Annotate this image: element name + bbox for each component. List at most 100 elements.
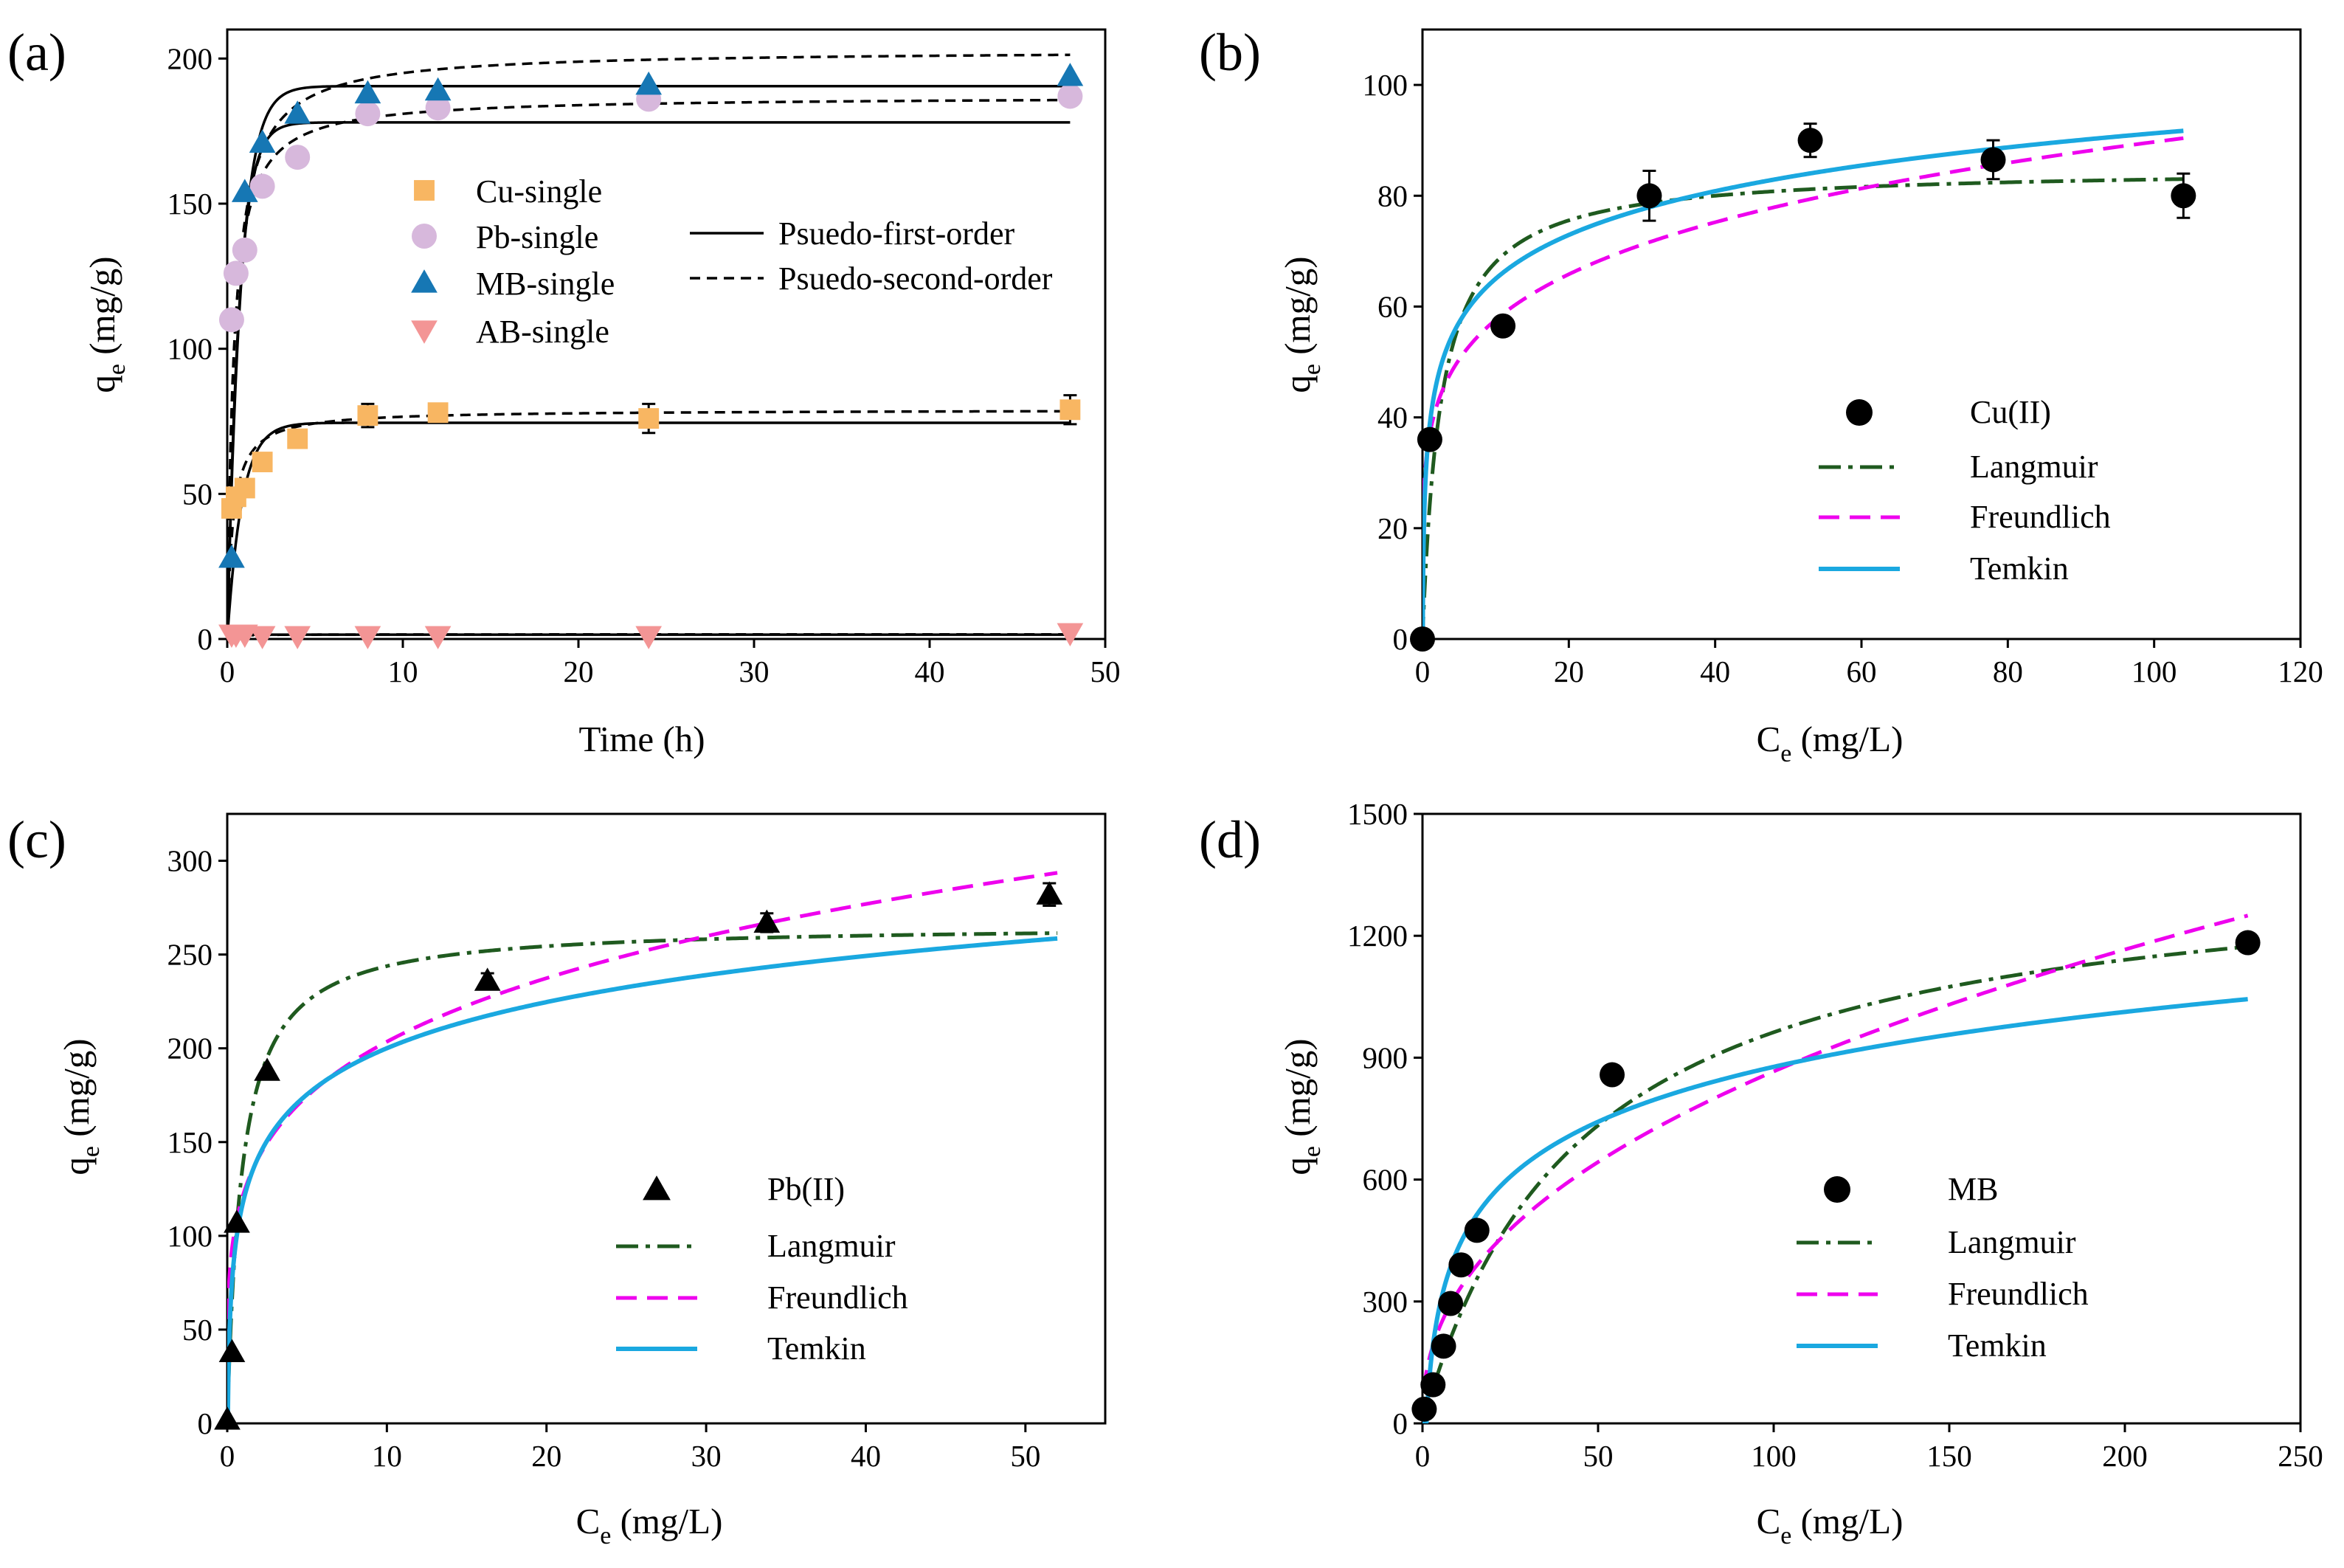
x-axis-label: Ce (mg/L) bbox=[576, 1501, 723, 1550]
x-axis-label-main: C bbox=[576, 1501, 601, 1541]
y-tick-label: 1200 bbox=[1347, 919, 1408, 953]
data-point-cu-single bbox=[638, 408, 660, 429]
x-tick-label: 250 bbox=[2278, 1439, 2323, 1473]
y-tick-label: 20 bbox=[1377, 511, 1408, 545]
temkin-fit-line bbox=[1422, 997, 2248, 1423]
data-point-cu-single bbox=[234, 477, 255, 499]
freundlich-fit-line bbox=[1422, 913, 2249, 1422]
legend-label: Psuedo-first-order bbox=[778, 215, 1014, 252]
legend-label: Langmuir bbox=[1970, 449, 2098, 485]
pfo-fit-line bbox=[227, 421, 1071, 639]
data-point-cu-ii- bbox=[1797, 128, 1823, 153]
x-tick-label: 100 bbox=[1751, 1439, 1797, 1473]
x-tick-label: 100 bbox=[2132, 655, 2177, 688]
x-tick-label: 50 bbox=[1090, 655, 1121, 688]
legend-marker bbox=[643, 1175, 671, 1201]
x-tick-label: 60 bbox=[1847, 655, 1877, 688]
plot-area bbox=[1422, 913, 2249, 1423]
y-tick-label: 0 bbox=[1393, 622, 1408, 656]
plot-frame bbox=[226, 28, 1107, 640]
y-axis-label-main: q bbox=[1277, 1157, 1318, 1175]
x-axis-label-sub: e bbox=[600, 1522, 611, 1550]
data-point-mb-single bbox=[284, 100, 311, 124]
data-point-pb-ii- bbox=[753, 909, 781, 933]
langmuir-fit-line bbox=[1422, 177, 2184, 639]
data-point-mb bbox=[1431, 1333, 1456, 1359]
plot-area bbox=[227, 53, 1071, 639]
pso-fit-line bbox=[227, 98, 1071, 639]
data-point-pb-ii- bbox=[218, 1339, 246, 1363]
y-axis-label: qe (mg/g) bbox=[1277, 1038, 1326, 1175]
plot-area bbox=[1422, 128, 2184, 639]
y-tick-label: 100 bbox=[167, 332, 213, 366]
data-point-mb bbox=[1448, 1252, 1474, 1278]
y-axis-label: qe (mg/g) bbox=[1277, 256, 1326, 393]
data-point-pb-ii- bbox=[1036, 881, 1063, 905]
x-axis-label-main: C bbox=[1757, 1501, 1781, 1541]
data-point-pb-single bbox=[218, 307, 244, 333]
legend-label: Langmuir bbox=[1948, 1224, 2076, 1260]
y-tick-label: 100 bbox=[1363, 68, 1408, 102]
data-point-cu-ii- bbox=[1636, 183, 1662, 209]
data-point-mb bbox=[1420, 1372, 1446, 1398]
plot-area bbox=[227, 871, 1058, 1423]
data-point-ab-single bbox=[424, 626, 452, 649]
x-tick-label: 20 bbox=[1554, 655, 1584, 688]
y-tick-label: 100 bbox=[167, 1219, 213, 1253]
legend-label: Cu-single bbox=[476, 173, 602, 210]
data-point-mb-single bbox=[218, 545, 245, 568]
panel-label: (c) bbox=[7, 810, 66, 869]
data-point-ab-single bbox=[354, 626, 381, 649]
legend-label: MB-single bbox=[476, 266, 615, 302]
data-point-mb-single bbox=[424, 77, 452, 101]
data-point-pb-ii- bbox=[214, 1406, 241, 1430]
legend-label: Langmuir bbox=[767, 1228, 896, 1264]
freundlich-fit-line bbox=[1422, 136, 2184, 592]
temkin-fit-line bbox=[227, 936, 1058, 1423]
legend-label: Psuedo-second-order bbox=[778, 260, 1053, 297]
data-point-mb-single bbox=[1057, 63, 1084, 86]
x-axis-label: Ce (mg/L) bbox=[1757, 719, 1904, 767]
y-axis-label: qe (mg/g) bbox=[56, 1038, 105, 1175]
legend-label: Freundlich bbox=[767, 1279, 908, 1316]
y-tick-label: 300 bbox=[1363, 1285, 1408, 1319]
x-tick-label: 10 bbox=[388, 655, 418, 688]
x-axis-label: Ce (mg/L) bbox=[1757, 1501, 1904, 1550]
x-tick-label: 40 bbox=[1700, 655, 1730, 688]
legend-label: MB bbox=[1948, 1171, 1998, 1207]
y-tick-label: 200 bbox=[167, 1032, 213, 1066]
x-tick-label: 0 bbox=[1415, 1439, 1431, 1473]
x-tick-label: 40 bbox=[851, 1439, 881, 1473]
x-tick-label: 40 bbox=[915, 655, 945, 688]
x-tick-label: 0 bbox=[1415, 655, 1431, 688]
x-tick-label: 0 bbox=[220, 655, 235, 688]
legend-label: Temkin bbox=[767, 1330, 866, 1367]
y-tick-label: 150 bbox=[167, 187, 213, 221]
pfo-fit-line bbox=[227, 84, 1071, 639]
plot-frame bbox=[1421, 812, 2302, 1425]
legend-label: AB-single bbox=[476, 314, 609, 350]
data-point-cu-ii- bbox=[1490, 313, 1516, 339]
data-point-mb bbox=[2235, 930, 2261, 956]
y-axis-label-main: q bbox=[1277, 375, 1318, 393]
legend-label: Freundlich bbox=[1948, 1276, 2089, 1312]
data-point-mb-single bbox=[249, 129, 276, 153]
y-tick-label: 0 bbox=[1393, 1406, 1408, 1440]
y-tick-label: 600 bbox=[1363, 1163, 1408, 1197]
x-tick-label: 30 bbox=[691, 1439, 722, 1473]
y-axis-label-sub: e bbox=[103, 364, 131, 375]
data-point-cu-ii- bbox=[1410, 626, 1435, 652]
x-axis-label-main: Time (h) bbox=[578, 719, 705, 759]
legend-label: Cu(II) bbox=[1970, 394, 2051, 430]
panel-1: 0 10 20 30 40 50 0 50 100 150 200 (a) Time (h) qe (mg… bbox=[7, 23, 1121, 759]
y-tick-label: 0 bbox=[198, 622, 213, 656]
legend-marker bbox=[411, 320, 438, 344]
data-point-cu-ii- bbox=[1417, 426, 1442, 452]
x-axis-label-unit: (mg/L) bbox=[1791, 719, 1903, 759]
legend-marker bbox=[411, 269, 438, 293]
data-point-pb-single bbox=[223, 260, 249, 286]
legend-label: Temkin bbox=[1970, 550, 2069, 587]
y-tick-label: 900 bbox=[1363, 1040, 1408, 1074]
data-point-mb bbox=[1464, 1218, 1490, 1243]
data-point-mb-single bbox=[231, 179, 258, 202]
